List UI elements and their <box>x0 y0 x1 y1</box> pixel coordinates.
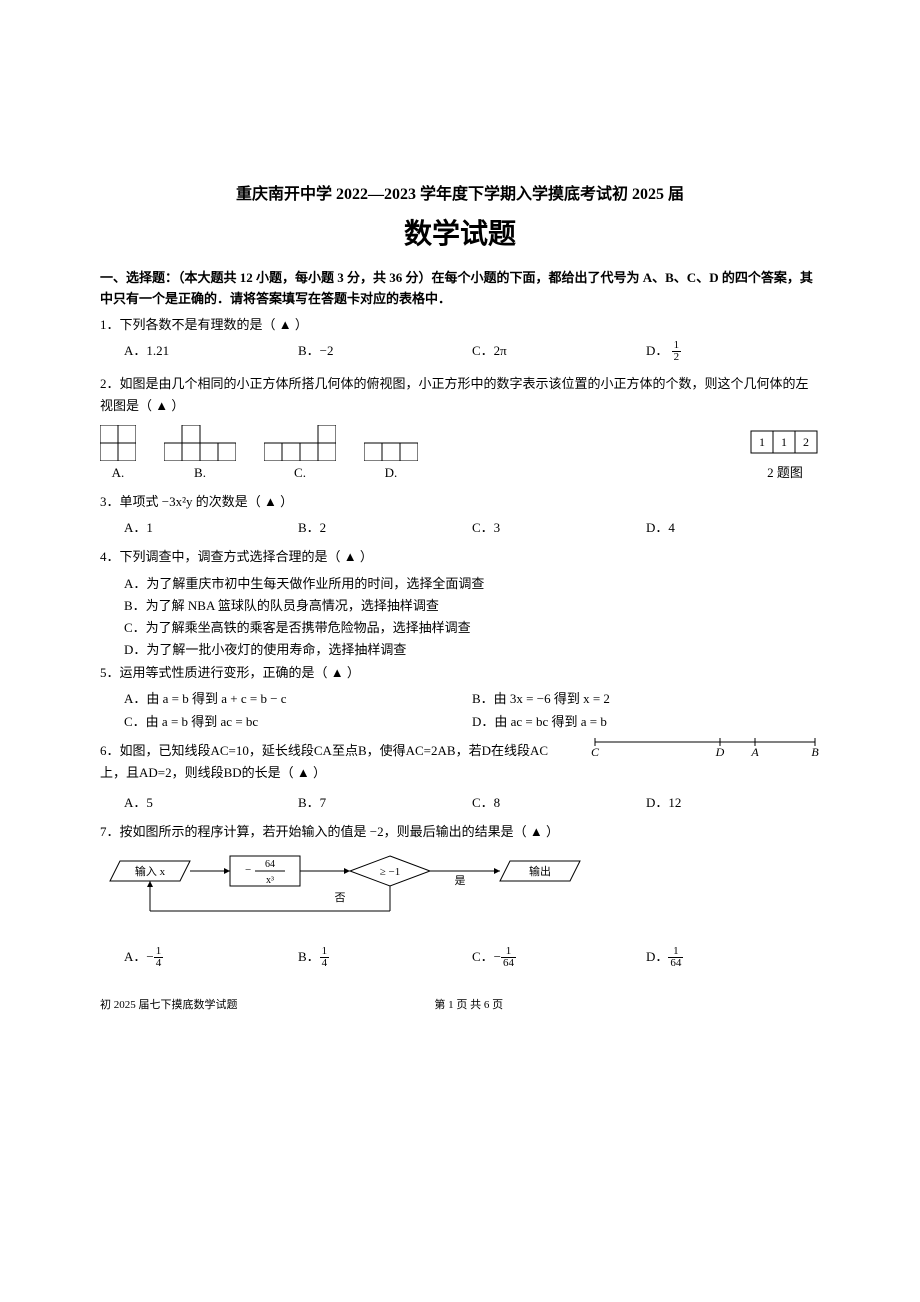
footer-center: 第 1 页 共 6 页 <box>238 996 701 1012</box>
q4-opt-b: B．为了解 NBA 篮球队的队员身高情况，选择抽样调查 <box>124 595 820 614</box>
q7-flowchart: 输入 x − 64 x³ ≥ −1 是 输出否 <box>100 851 820 936</box>
q7-d-den: 64 <box>668 958 683 969</box>
q2-label-c: C. <box>294 465 306 481</box>
q7-opt-a: A．−14 <box>124 946 298 970</box>
svg-text:1: 1 <box>781 435 787 449</box>
q4-opt-c: C．为了解乘坐高铁的乘客是否携带危险物品，选择抽样调查 <box>124 617 820 636</box>
q7-a-prefix: A．− <box>124 949 154 964</box>
q1-d-frac: 1 2 <box>672 340 682 363</box>
q1-options: A．1.21 B．−2 C．2π D． 1 2 <box>124 340 820 364</box>
q2-fig-d-icon <box>364 425 418 461</box>
q7-d-frac: 164 <box>668 946 683 969</box>
q7-opt-d: D．164 <box>646 946 820 970</box>
q7-c-prefix: C．− <box>472 949 501 964</box>
svg-text:≥ −1: ≥ −1 <box>380 866 401 878</box>
q2-label-b: B. <box>194 465 206 481</box>
svg-text:输出: 输出 <box>529 864 551 878</box>
q2-label-d: D. <box>385 465 398 481</box>
svg-text:否: 否 <box>335 892 346 904</box>
q1-d-den: 2 <box>672 352 682 363</box>
q5-text: 5．运用等式性质进行变形，正确的是（ ▲ ） <box>100 662 820 684</box>
q2-opt-a: A. <box>100 425 136 481</box>
svg-text:−: − <box>245 864 251 876</box>
q7-c-frac: 164 <box>501 946 516 969</box>
q1-opt-a: A．1.21 <box>124 340 298 364</box>
svg-text:是: 是 <box>455 874 466 887</box>
q7-a-den: 4 <box>154 958 164 969</box>
section-header: 一、选择题：（本大题共 12 小题，每小题 3 分，共 36 分）在每个小题的下… <box>100 268 820 310</box>
q7-options: A．−14 B．14 C．−164 D．164 <box>124 946 820 970</box>
q7-flow-icon: 输入 x − 64 x³ ≥ −1 是 输出否 <box>100 851 620 931</box>
q3-opt-d: D．4 <box>646 517 820 536</box>
svg-text:输入 x: 输入 x <box>135 864 166 878</box>
svg-text:1: 1 <box>759 435 765 449</box>
subject-title: 数学试题 <box>100 212 820 252</box>
q2-fig-a-icon <box>100 425 136 461</box>
svg-text:D: D <box>715 745 725 756</box>
page-footer: 初 2025 届七下摸底数学试题 第 1 页 共 6 页 <box>100 996 820 1012</box>
q4-opt-a: A．为了解重庆市初中生每天做作业所用的时间，选择全面调查 <box>124 573 820 592</box>
q1-opt-d: D． 1 2 <box>646 340 820 364</box>
q2-text: 2．如图是由几个相同的小正方体所搭几何体的俯视图，小正方形中的数字表示该位置的小… <box>100 373 820 417</box>
q6-block: CDAB 6．如图，已知线段AC=10，延长线段CA至点B，使得AC=2AB，若… <box>100 736 820 788</box>
q3-opt-b: B．2 <box>298 517 472 536</box>
svg-text:x³: x³ <box>266 875 274 886</box>
q7-d-prefix: D． <box>646 949 668 964</box>
q7-c-den: 64 <box>501 958 516 969</box>
svg-text:B: B <box>811 745 819 756</box>
q2-figures: A. B. C. D. 1 1 2 2 题图 <box>100 425 820 481</box>
q2-opt-d: D. <box>364 425 418 481</box>
exam-page: 重庆南开中学 2022—2023 学年度下学期入学摸底考试初 2025 届 数学… <box>0 0 920 1302</box>
q2-fig-b-icon <box>164 425 236 461</box>
q1-opt-c: C．2π <box>472 340 646 364</box>
q2-ref-icon: 1 1 2 <box>750 430 820 456</box>
q7-a-frac: 14 <box>154 946 164 969</box>
q2-reference-figure: 1 1 2 2 题图 <box>750 430 820 481</box>
q1-d-prefix: D． <box>646 343 668 358</box>
q6-opt-a: A．5 <box>124 792 298 811</box>
svg-text:64: 64 <box>265 859 275 870</box>
q3-options: A．1 B．2 C．3 D．4 <box>124 517 820 536</box>
q5-opt-a: A．由 a = b 得到 a + c = b − c <box>124 688 472 707</box>
q2-ref-caption: 2 题图 <box>767 462 803 481</box>
footer-left: 初 2025 届七下摸底数学试题 <box>100 996 238 1012</box>
q7-b-prefix: B． <box>298 949 320 964</box>
q2-opt-b: B. <box>164 425 236 481</box>
q6-opt-b: B．7 <box>298 792 472 811</box>
q6-options: A．5 B．7 C．8 D．12 <box>124 792 820 811</box>
q2-options-group: A. B. C. D. <box>100 425 710 481</box>
q5-opt-b: B．由 3x = −6 得到 x = 2 <box>472 688 820 707</box>
q7-b-frac: 14 <box>320 946 330 969</box>
q7-opt-c: C．−164 <box>472 946 646 970</box>
svg-text:A: A <box>750 745 759 756</box>
svg-text:C: C <box>591 745 600 756</box>
q5-opt-c: C．由 a = b 得到 ac = bc <box>124 711 472 730</box>
q2-fig-c-icon <box>264 425 336 461</box>
q6-opt-c: C．8 <box>472 792 646 811</box>
q4-opt-d: D．为了解一批小夜灯的使用寿命，选择抽样调查 <box>124 639 820 658</box>
q2-label-a: A. <box>112 465 125 481</box>
q2-opt-c: C. <box>264 425 336 481</box>
q3-opt-c: C．3 <box>472 517 646 536</box>
q7-opt-b: B．14 <box>298 946 472 970</box>
q3-text: 3．单项式 −3x²y 的次数是（ ▲ ） <box>100 491 820 513</box>
school-header: 重庆南开中学 2022—2023 学年度下学期入学摸底考试初 2025 届 <box>100 180 820 204</box>
q6-line-icon: CDAB <box>590 736 820 756</box>
q4-text: 4．下列调查中，调查方式选择合理的是（ ▲ ） <box>100 546 820 568</box>
q7-b-den: 4 <box>320 958 330 969</box>
q7-text: 7．按如图所示的程序计算，若开始输入的值是 −2，则最后输出的结果是（ ▲ ） <box>100 821 820 843</box>
q6-opt-d: D．12 <box>646 792 820 811</box>
q1-text: 1．下列各数不是有理数的是（ ▲ ） <box>100 314 820 336</box>
q1-opt-b: B．−2 <box>298 340 472 364</box>
q5-options: A．由 a = b 得到 a + c = b − c B．由 3x = −6 得… <box>124 688 820 730</box>
footer-spacer <box>700 996 820 1012</box>
svg-text:2: 2 <box>803 435 809 449</box>
q3-opt-a: A．1 <box>124 517 298 536</box>
q5-opt-d: D．由 ac = bc 得到 a = b <box>472 711 820 730</box>
